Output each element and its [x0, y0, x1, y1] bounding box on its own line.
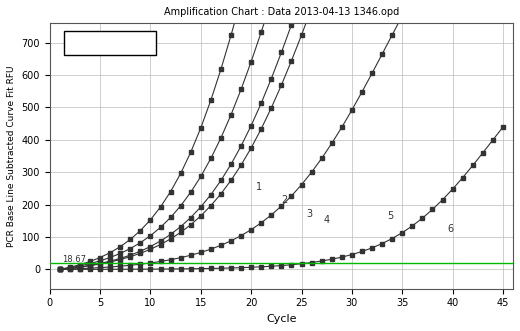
- Text: 3: 3: [307, 209, 313, 219]
- Text: 4: 4: [323, 215, 330, 225]
- Y-axis label: PCR Base Line Subtracted Curve Fit RFU: PCR Base Line Subtracted Curve Fit RFU: [7, 65, 16, 247]
- Text: 18.67: 18.67: [62, 255, 86, 264]
- FancyBboxPatch shape: [63, 31, 157, 55]
- Text: 2: 2: [281, 195, 288, 205]
- X-axis label: Cycle: Cycle: [266, 314, 296, 324]
- Text: 6: 6: [448, 224, 454, 234]
- Title: Amplification Chart : Data 2013-04-13 1346.opd: Amplification Chart : Data 2013-04-13 13…: [164, 7, 399, 17]
- Text: 1: 1: [256, 182, 262, 192]
- Text: 5: 5: [387, 212, 394, 221]
